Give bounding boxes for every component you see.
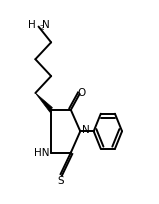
Text: O: O xyxy=(78,88,86,98)
Text: S: S xyxy=(57,176,64,186)
Text: HN: HN xyxy=(34,148,50,158)
Text: H: H xyxy=(28,20,35,30)
Text: N: N xyxy=(82,125,90,135)
Polygon shape xyxy=(35,93,52,112)
Text: 2: 2 xyxy=(39,25,44,31)
Text: N: N xyxy=(42,20,50,30)
